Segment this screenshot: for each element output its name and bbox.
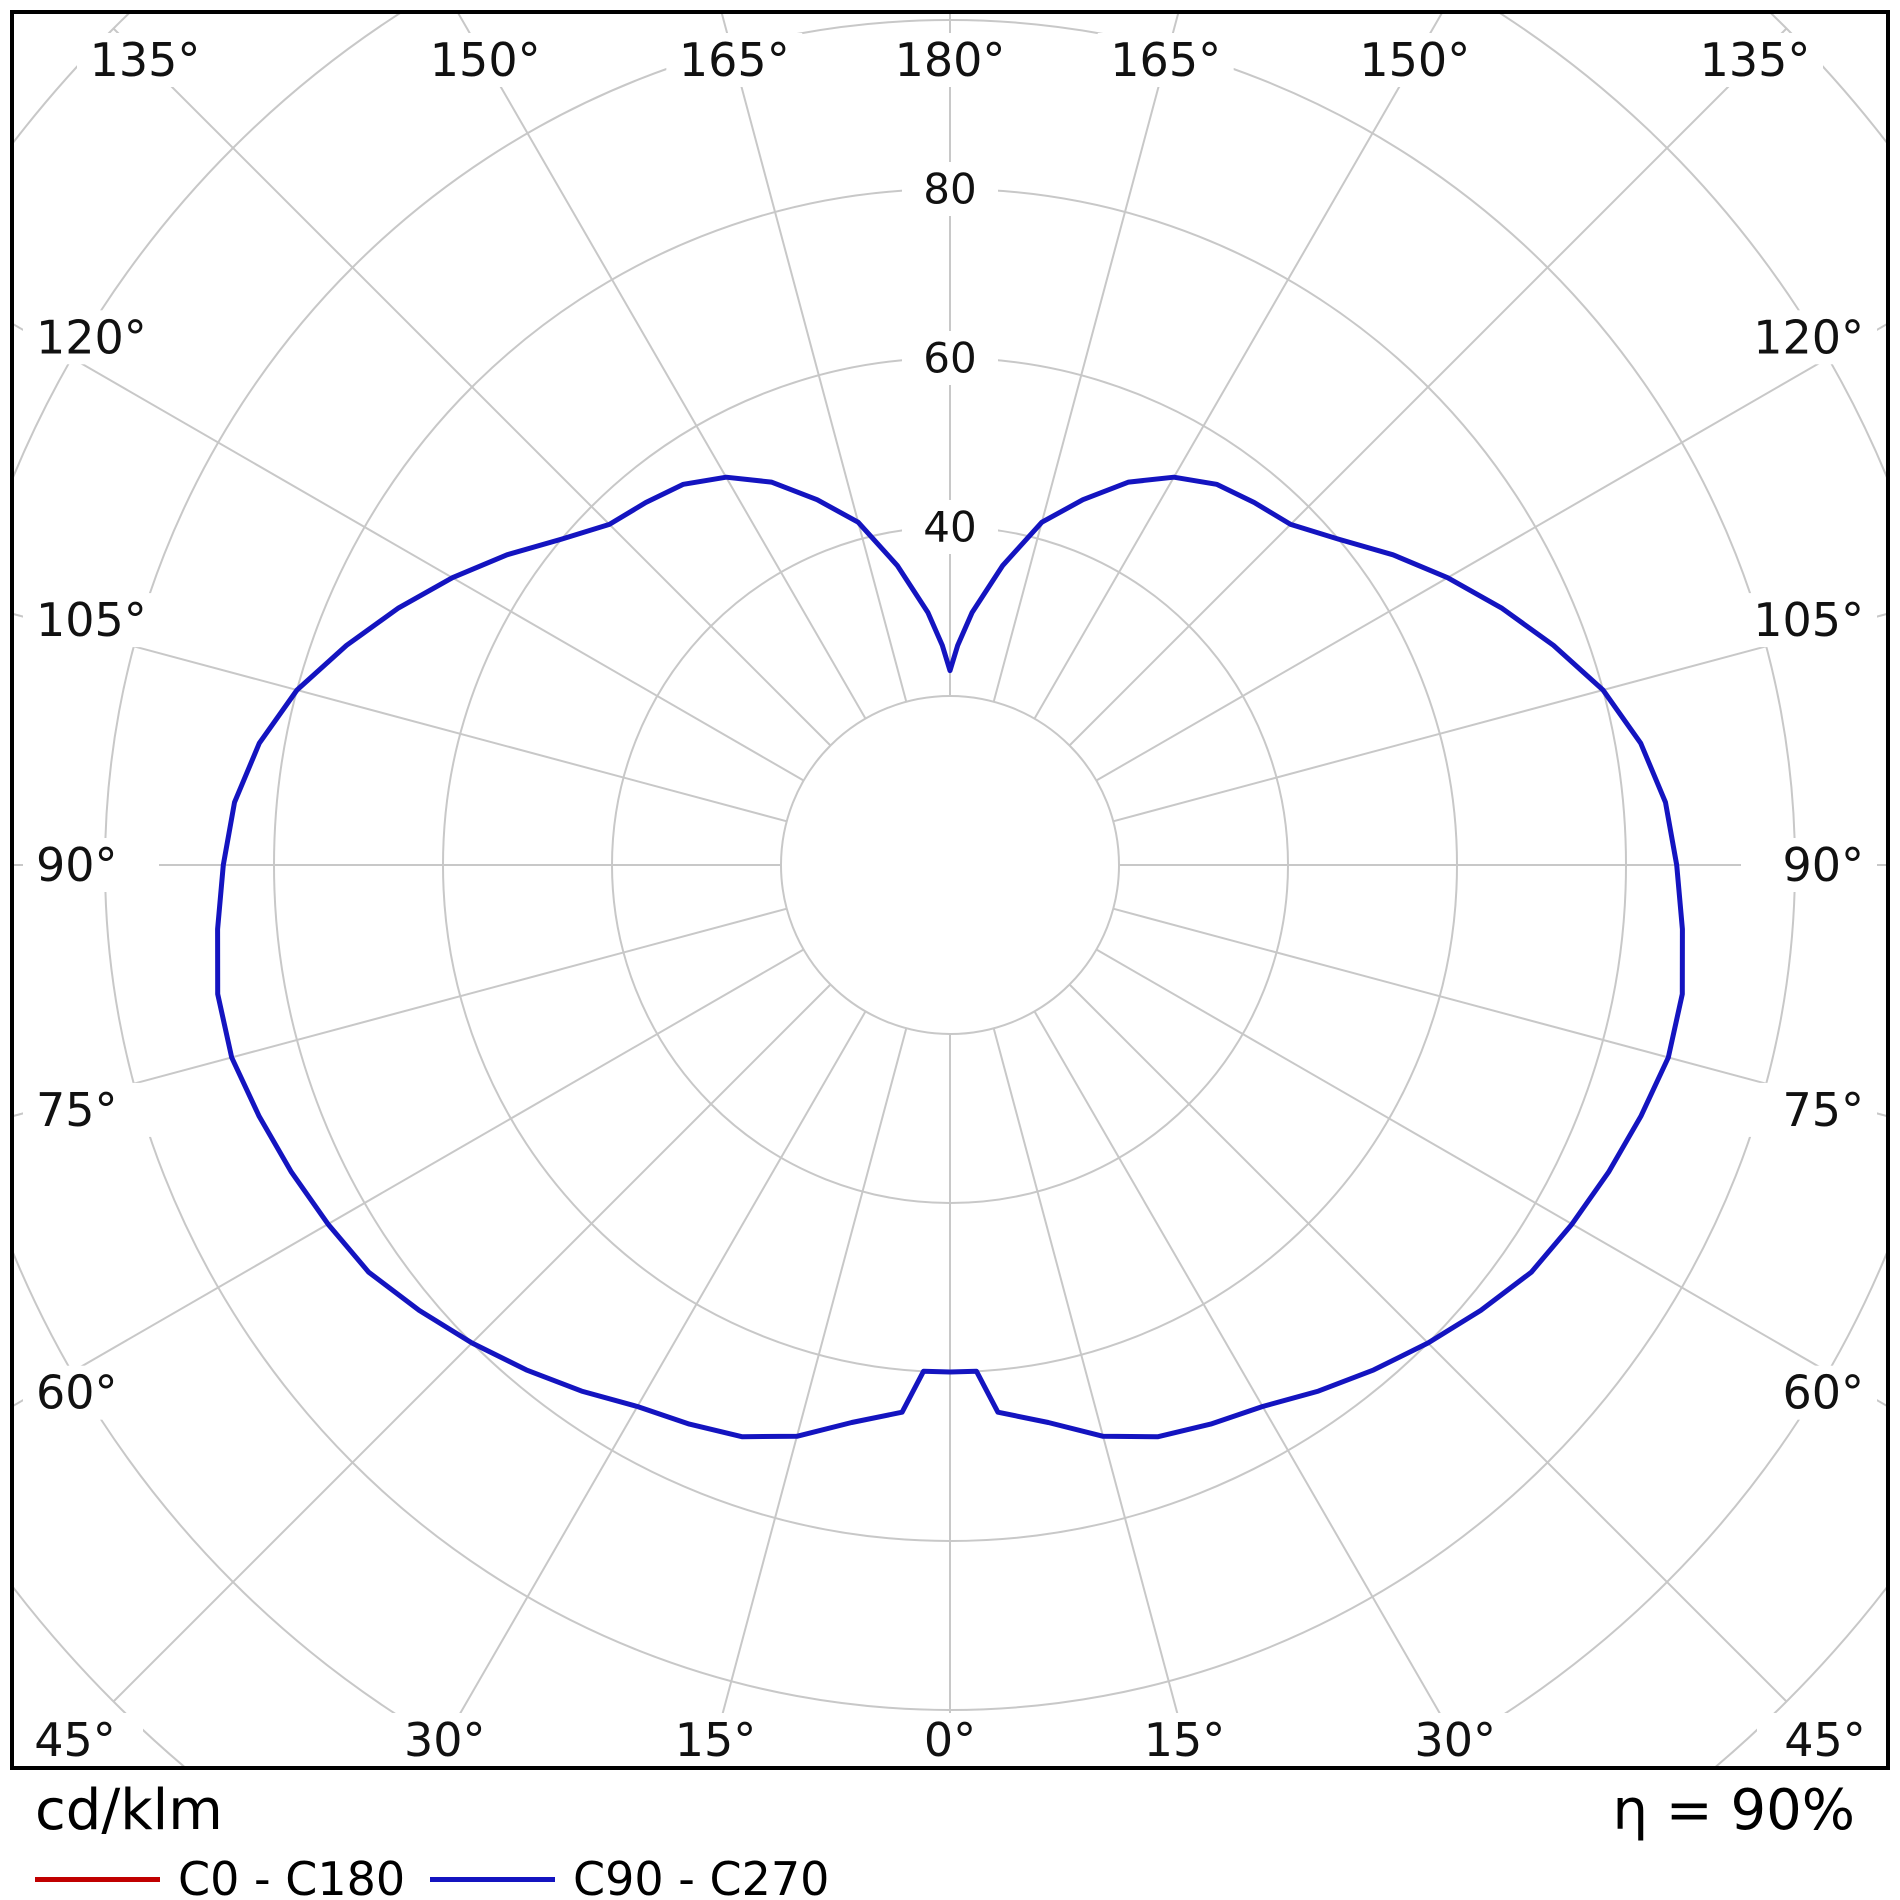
radial-tick-bg [902, 331, 998, 385]
angle-label-bg [1687, 33, 1823, 87]
radial-tick-label: 80 [923, 165, 976, 214]
angle-label-bg [376, 1713, 513, 1767]
grid-spoke [720, 14, 908, 703]
angle-label-bg [882, 1713, 1018, 1767]
radial-tick-label: 40 [923, 503, 976, 552]
radial-tick-bg [902, 162, 998, 216]
angle-label-bg [7, 1713, 143, 1767]
angle-label: 45° [1784, 1713, 1866, 1767]
angle-label-bg [23, 838, 159, 892]
angle-label-bg [1097, 33, 1234, 87]
angle-label-bg [23, 593, 159, 648]
angle-label: 165° [1110, 33, 1221, 87]
series-curve-c90-c270 [215, 474, 1685, 1440]
angle-label: 120° [36, 310, 147, 364]
angle-label-bg [1116, 1713, 1253, 1767]
grid-spoke [1068, 27, 1788, 747]
grid-spoke [457, 14, 867, 720]
angle-label: 150° [1359, 33, 1470, 87]
angle-label: 135° [90, 33, 201, 87]
radial-tick-label: 60 [923, 334, 976, 383]
grid-spoke [1033, 14, 1443, 720]
legend-swatch-c90-c270 [430, 1876, 555, 1882]
angle-label: 15° [1144, 1713, 1226, 1767]
angle-label-bg [1741, 1365, 1877, 1420]
angle-label-bg [1346, 33, 1483, 87]
grid-spoke [992, 14, 1180, 703]
angle-label-bg [1741, 310, 1877, 365]
angle-label-bg [417, 33, 554, 87]
grid-spoke [112, 27, 832, 747]
angle-label: 90° [36, 838, 118, 892]
grid-spoke [14, 907, 788, 1117]
angle-label-bg [1741, 1082, 1877, 1137]
angle-label: 30° [1414, 1713, 1496, 1767]
angle-label-bg [1741, 838, 1877, 892]
angle-label: 60° [1782, 1366, 1864, 1420]
angle-label-bg [23, 310, 159, 365]
angle-label: 75° [36, 1083, 118, 1137]
angle-label: 135° [1700, 33, 1811, 87]
angle-label: 60° [36, 1366, 118, 1420]
angle-label-bg [1741, 593, 1877, 648]
radial-tick-bg [902, 500, 998, 554]
angle-label: 45° [34, 1713, 116, 1767]
angle-label-bg [23, 1082, 159, 1137]
angle-label: 0° [924, 1713, 976, 1767]
angle-label: 120° [1753, 310, 1864, 364]
legend-item-c90-c270: C90 - C270 [430, 1852, 829, 1900]
angle-label-bg [1387, 1713, 1524, 1767]
angle-label-bg [1757, 1713, 1893, 1767]
angle-label: 105° [36, 593, 147, 647]
angle-label: 150° [430, 33, 541, 87]
angle-label-bg [882, 33, 1018, 87]
legend-label-c90-c270: C90 - C270 [573, 1852, 830, 1900]
angle-label: 180° [895, 33, 1006, 87]
angle-label-bg [666, 33, 803, 87]
units-label: cd/klm [35, 1778, 223, 1843]
angle-label-bg [647, 1713, 784, 1767]
angle-label: 90° [1782, 838, 1864, 892]
grid-spoke [707, 1027, 908, 1766]
angle-label: 15° [675, 1713, 757, 1767]
legend-label-c0-c180: C0 - C180 [178, 1852, 406, 1900]
grid-circle [780, 695, 1120, 1035]
legend-item-c0-c180: C0 - C180 [35, 1852, 405, 1900]
angle-label: 105° [1753, 593, 1864, 647]
legend-swatch-c0-c180 [35, 1876, 160, 1882]
angle-label: 30° [404, 1713, 486, 1767]
grid-spoke [992, 1027, 1193, 1766]
angle-label: 75° [1782, 1083, 1864, 1137]
angle-label-bg [77, 33, 213, 87]
efficiency-label: η = 90% [1612, 1778, 1855, 1843]
plot-border [10, 10, 1890, 1770]
angle-label: 165° [679, 33, 790, 87]
angle-label-bg [23, 1365, 159, 1420]
grid-spoke [1112, 907, 1886, 1117]
